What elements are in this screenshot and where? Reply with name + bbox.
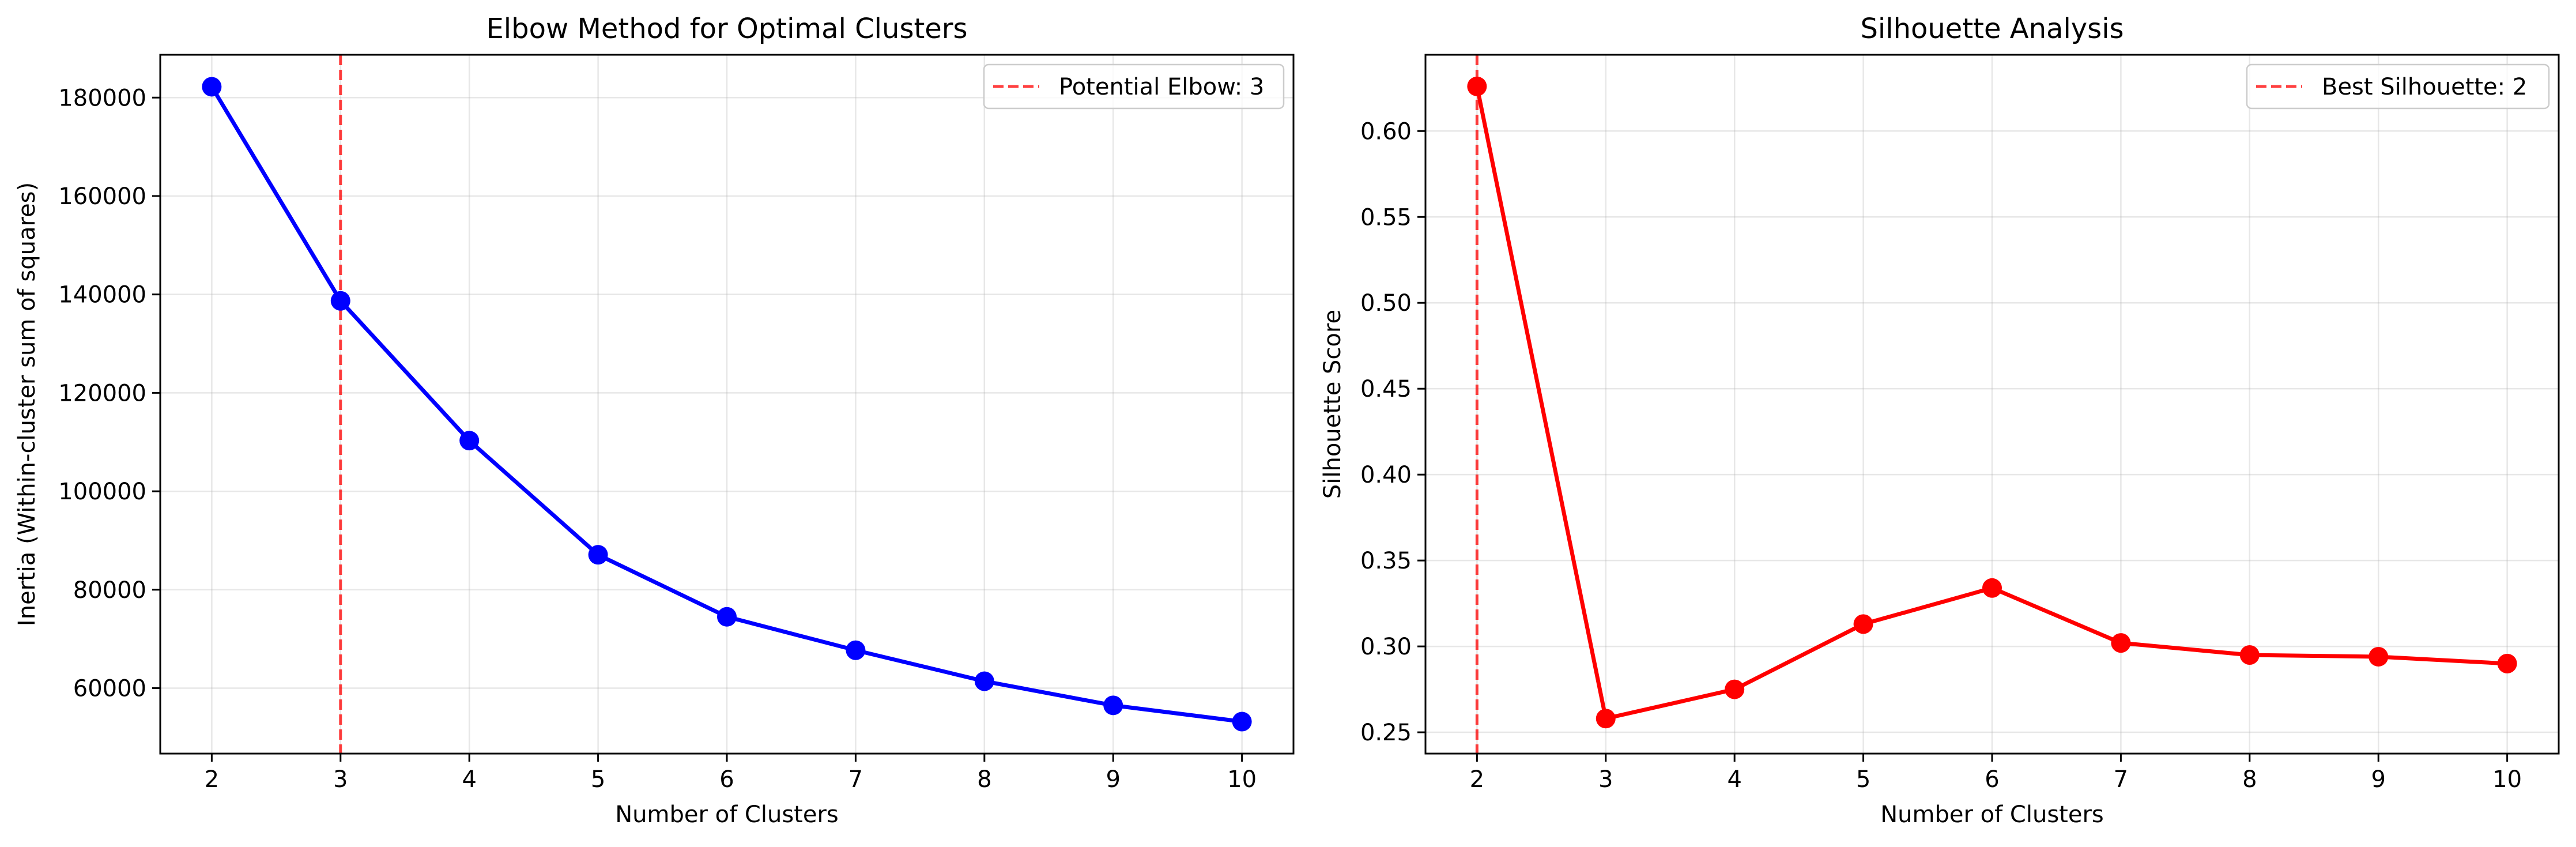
elbow-y-ticks: 60000 80000 100000 120000 140000 160000 180000 xyxy=(58,85,160,702)
elbow-data-point xyxy=(846,640,866,660)
silhouette-data-point xyxy=(1982,578,2002,598)
silhouette-x-tick-label: 8 xyxy=(2242,766,2257,793)
elbow-data-point xyxy=(588,545,608,565)
elbow-y-tick-label: 80000 xyxy=(73,577,146,604)
silhouette-y-tick-label: 0.30 xyxy=(1360,634,1412,660)
silhouette-data-point xyxy=(2497,653,2517,673)
silhouette-data-point xyxy=(1467,76,1487,96)
silhouette-y-tick-label: 0.45 xyxy=(1360,376,1412,402)
silhouette-data-point xyxy=(1853,614,1873,634)
elbow-x-ticks: 2 3 4 5 6 7 8 9 10 xyxy=(205,754,1257,793)
silhouette-x-tick-label: 2 xyxy=(1470,766,1484,793)
silhouette-y-tick-label: 0.50 xyxy=(1360,290,1412,317)
silhouette-x-axis-label: Number of Clusters xyxy=(1880,801,2103,828)
silhouette-data-point xyxy=(2368,646,2389,667)
silhouette-data-point xyxy=(2111,633,2131,653)
elbow-x-axis-label: Number of Clusters xyxy=(615,801,838,828)
elbow-legend: Potential Elbow: 3 xyxy=(983,63,1285,110)
silhouette-x-tick-label: 10 xyxy=(2492,766,2522,793)
elbow-data-point xyxy=(202,77,222,97)
elbow-y-tick-label: 180000 xyxy=(58,85,146,111)
silhouette-y-tick-label: 0.35 xyxy=(1360,548,1412,574)
elbow-data-point xyxy=(717,607,737,627)
silhouette-x-tick-label: 4 xyxy=(1727,766,1741,793)
silhouette-y-tick-label: 0.40 xyxy=(1360,462,1412,488)
elbow-y-axis-label: Inertia (Within-cluster sum of squares) xyxy=(14,182,40,626)
silhouette-chart-title: Silhouette Analysis xyxy=(1860,13,2124,45)
elbow-chart-title: Elbow Method for Optimal Clusters xyxy=(486,13,967,45)
elbow-x-tick-label: 7 xyxy=(848,766,863,793)
silhouette-legend-box xyxy=(2246,63,2550,110)
elbow-series xyxy=(202,77,1252,732)
elbow-x-tick-label: 8 xyxy=(977,766,991,793)
elbow-y-tick-label: 100000 xyxy=(58,479,146,505)
silhouette-data-point xyxy=(2239,645,2260,665)
silhouette-chart-panel: Silhouette Analysis 2 3 4 5 6 7 8 9 10 0.250.300… xyxy=(1319,13,2560,828)
silhouette-x-tick-label: 7 xyxy=(2114,766,2128,793)
silhouette-y-tick-label: 0.25 xyxy=(1360,720,1412,746)
elbow-x-tick-label: 9 xyxy=(1106,766,1121,793)
silhouette-x-tick-label: 6 xyxy=(1985,766,1999,793)
silhouette-x-tick-label: 9 xyxy=(2371,766,2386,793)
elbow-x-tick-label: 6 xyxy=(719,766,734,793)
silhouette-legend-label: Best Silhouette: 2 xyxy=(2322,74,2527,100)
silhouette-x-tick-label: 5 xyxy=(1856,766,1870,793)
elbow-y-tick-label: 140000 xyxy=(58,282,146,308)
elbow-y-tick-label: 60000 xyxy=(73,675,146,702)
silhouette-y-ticks: 0.25 0.30 0.35 0.40 0.45 0.50 0.55 0.60 xyxy=(1360,118,1425,746)
silhouette-x-tick-label: 3 xyxy=(1598,766,1613,793)
elbow-x-tick-label: 2 xyxy=(205,766,219,793)
elbow-grid xyxy=(160,55,1293,754)
silhouette-y-tick-label: 0.55 xyxy=(1360,204,1412,231)
elbow-data-point xyxy=(459,431,480,451)
silhouette-series xyxy=(1467,76,2517,729)
elbow-data-point xyxy=(330,291,350,311)
silhouette-data-point xyxy=(1596,709,1616,729)
elbow-x-tick-label: 3 xyxy=(333,766,348,793)
elbow-x-tick-label: 10 xyxy=(1227,766,1257,793)
silhouette-x-ticks: 2 3 4 5 6 7 8 9 10 xyxy=(1470,754,2522,793)
elbow-legend-box xyxy=(983,63,1285,110)
elbow-y-tick-label: 160000 xyxy=(58,183,146,210)
elbow-data-point xyxy=(974,671,994,691)
silhouette-y-tick-label: 0.60 xyxy=(1360,118,1412,145)
silhouette-data-point xyxy=(1725,679,1745,699)
elbow-chart-panel: Elbow Method for Optimal Clusters 2 3 4 5 6 7… xyxy=(14,13,1295,828)
elbow-y-tick-label: 120000 xyxy=(58,380,146,406)
elbow-x-tick-label: 4 xyxy=(462,766,476,793)
elbow-data-point xyxy=(1103,695,1123,716)
elbow-data-point xyxy=(1232,712,1252,732)
elbow-legend-label: Potential Elbow: 3 xyxy=(1059,74,1264,100)
elbow-x-tick-label: 5 xyxy=(591,766,605,793)
silhouette-y-axis-label: Silhouette Score xyxy=(1319,310,1346,499)
silhouette-legend: Best Silhouette: 2 xyxy=(2246,63,2550,110)
